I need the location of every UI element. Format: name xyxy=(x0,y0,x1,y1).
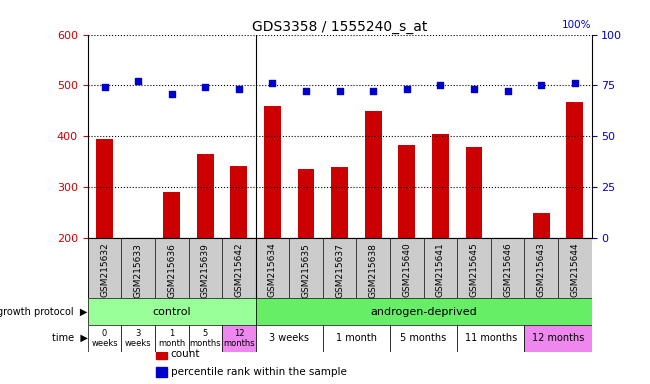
Text: 12
months: 12 months xyxy=(223,329,255,348)
Point xyxy=(402,86,412,93)
Text: control: control xyxy=(152,306,191,316)
Bar xyxy=(155,325,188,352)
Bar xyxy=(88,325,122,352)
Bar xyxy=(332,167,348,238)
Point xyxy=(569,80,580,86)
Text: GSM215634: GSM215634 xyxy=(268,243,277,298)
Point xyxy=(368,88,378,94)
Text: count: count xyxy=(171,349,200,359)
Bar xyxy=(96,139,113,238)
Text: GSM215636: GSM215636 xyxy=(167,243,176,298)
Point xyxy=(502,88,513,94)
Text: growth protocol  ▶: growth protocol ▶ xyxy=(0,306,88,316)
Bar xyxy=(432,134,448,238)
Bar xyxy=(533,214,549,238)
Point xyxy=(469,86,479,93)
Point xyxy=(301,88,311,94)
Bar xyxy=(88,298,255,325)
Text: GSM215635: GSM215635 xyxy=(302,243,311,298)
Point xyxy=(334,88,345,94)
Bar xyxy=(566,102,583,238)
Bar xyxy=(231,166,247,238)
Bar xyxy=(365,111,382,238)
Text: 3
weeks: 3 weeks xyxy=(125,329,151,348)
Text: 1
month: 1 month xyxy=(158,329,185,348)
Bar xyxy=(222,325,255,352)
Text: 11 months: 11 months xyxy=(465,333,517,343)
Bar xyxy=(122,325,155,352)
Text: 12 months: 12 months xyxy=(532,333,584,343)
Text: GSM215640: GSM215640 xyxy=(402,243,411,298)
Point xyxy=(99,84,110,91)
Point xyxy=(267,80,278,86)
Text: 0
weeks: 0 weeks xyxy=(91,329,118,348)
Bar xyxy=(156,367,167,377)
Bar xyxy=(465,147,482,238)
Title: GDS3358 / 1555240_s_at: GDS3358 / 1555240_s_at xyxy=(252,20,427,33)
Text: GSM215633: GSM215633 xyxy=(134,243,142,298)
Text: 1 month: 1 month xyxy=(336,333,377,343)
Bar xyxy=(264,106,281,238)
Point xyxy=(234,86,244,93)
Bar xyxy=(188,325,222,352)
Text: GSM215639: GSM215639 xyxy=(201,243,210,298)
Text: 3 weeks: 3 weeks xyxy=(269,333,309,343)
Bar xyxy=(398,145,415,238)
Bar xyxy=(255,325,323,352)
Text: GSM215638: GSM215638 xyxy=(369,243,378,298)
Text: GSM215645: GSM215645 xyxy=(469,243,478,298)
Text: GSM215646: GSM215646 xyxy=(503,243,512,298)
Text: androgen-deprived: androgen-deprived xyxy=(370,306,477,316)
Point xyxy=(166,91,177,97)
Text: GSM215641: GSM215641 xyxy=(436,243,445,298)
Point xyxy=(536,82,546,88)
Bar xyxy=(255,298,592,325)
Text: GSM215637: GSM215637 xyxy=(335,243,344,298)
Bar xyxy=(156,349,167,359)
Text: 100%: 100% xyxy=(562,20,592,30)
Text: GSM215632: GSM215632 xyxy=(100,243,109,298)
Bar xyxy=(197,154,214,238)
Point xyxy=(133,78,143,84)
Text: time  ▶: time ▶ xyxy=(52,333,88,343)
Bar xyxy=(457,325,525,352)
Text: percentile rank within the sample: percentile rank within the sample xyxy=(171,367,346,377)
Point xyxy=(436,82,446,88)
Point xyxy=(200,84,211,91)
Bar xyxy=(525,325,592,352)
Bar xyxy=(163,192,180,238)
Text: 5 months: 5 months xyxy=(400,333,447,343)
Text: GSM215642: GSM215642 xyxy=(235,243,243,297)
Text: GSM215643: GSM215643 xyxy=(537,243,545,298)
Bar xyxy=(323,325,390,352)
Bar xyxy=(298,169,315,238)
Bar xyxy=(390,325,457,352)
Text: 5
months: 5 months xyxy=(190,329,221,348)
Text: GSM215644: GSM215644 xyxy=(570,243,579,297)
